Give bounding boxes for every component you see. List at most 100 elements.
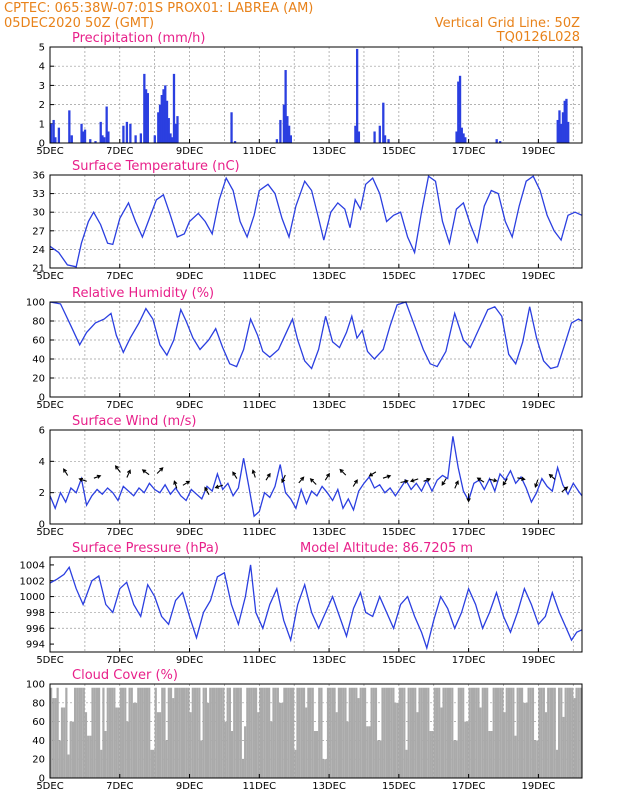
cloud-column bbox=[139, 687, 142, 778]
precip-bar bbox=[139, 133, 143, 143]
cloud-xtick-label: 7DEC bbox=[106, 781, 133, 792]
precip-bar bbox=[383, 135, 387, 143]
cloud-column bbox=[427, 687, 430, 778]
cloud-column bbox=[63, 707, 66, 778]
cloud-column bbox=[501, 687, 504, 778]
precip-bar bbox=[158, 104, 162, 143]
cloud-column bbox=[261, 687, 264, 778]
cloud-column bbox=[536, 740, 539, 778]
wind-vector-arrow bbox=[339, 468, 347, 476]
cloud-column bbox=[562, 716, 565, 778]
temperature-series-line bbox=[49, 175, 583, 268]
precip-bar bbox=[233, 141, 237, 143]
cloud-column bbox=[481, 687, 484, 778]
humidity-panel: 0 20 40 60 80 100 5DEC 7DEC 9DEC 11DEC 13DEC 15DEC 1… bbox=[26, 286, 583, 411]
cloud-column bbox=[425, 687, 428, 778]
cloud-column bbox=[307, 687, 310, 778]
precip-bar bbox=[165, 100, 169, 143]
wind-vector-arrow bbox=[400, 479, 409, 484]
cloud-column bbox=[435, 687, 439, 778]
precip-bar bbox=[68, 110, 71, 143]
cloud-column bbox=[161, 687, 164, 778]
cloud-column bbox=[348, 687, 351, 778]
cloud-column bbox=[263, 687, 266, 778]
temperature-ytick-label: 30 bbox=[32, 208, 45, 219]
cloud-column bbox=[298, 687, 301, 778]
cloud-column bbox=[359, 687, 362, 778]
wind-vector-arrow bbox=[126, 469, 131, 478]
cloud-column bbox=[283, 687, 286, 778]
precip-bar bbox=[373, 131, 376, 143]
wind-panel: 0 2 4 6 5DEC 7DEC 9DEC 11DEC 13DEC 15DEC 17DEC 19DE… bbox=[36, 414, 583, 538]
precip-bar bbox=[176, 116, 179, 143]
pressure-title: Surface Pressure (hPa) bbox=[72, 541, 219, 556]
cloud-column bbox=[326, 687, 330, 778]
cloud-column bbox=[579, 687, 583, 778]
cloud-column bbox=[523, 702, 526, 778]
wind-vector-arrow bbox=[368, 471, 377, 477]
precip-bar bbox=[57, 127, 61, 143]
cloud-column bbox=[272, 687, 275, 778]
cloud-column bbox=[403, 687, 406, 778]
wind-vector-arrow bbox=[204, 486, 210, 495]
precip-bar bbox=[355, 48, 359, 143]
cloud-column bbox=[274, 687, 277, 778]
wind-vector-arrow bbox=[548, 473, 556, 480]
cloud-column bbox=[355, 687, 358, 778]
precip-bar bbox=[101, 135, 104, 143]
pressure-subtitle: Model Altitude: 86.7205 m bbox=[300, 541, 473, 556]
cloud-column bbox=[135, 702, 138, 778]
precip-ytick-label: 2 bbox=[39, 100, 45, 111]
cloud-column bbox=[217, 687, 221, 778]
cloud-column bbox=[459, 687, 463, 778]
precip-bar bbox=[94, 141, 97, 143]
temperature-xtick-label: 17DEC bbox=[452, 271, 486, 282]
precip-bar bbox=[107, 131, 110, 143]
cloud-column bbox=[93, 687, 96, 778]
pressure-xtick-label: 7DEC bbox=[106, 655, 133, 666]
cloud-column bbox=[324, 759, 327, 778]
cloud-column bbox=[241, 759, 245, 778]
cloud-column bbox=[209, 687, 212, 778]
cloud-column bbox=[339, 687, 343, 778]
cloud-column bbox=[442, 687, 445, 778]
wind-xtick-label: 17DEC bbox=[452, 527, 486, 538]
precip-bar bbox=[561, 112, 565, 143]
cloud-ytick-label: 100 bbox=[26, 680, 45, 691]
cloud-column bbox=[252, 687, 255, 778]
cloud-column bbox=[505, 687, 508, 778]
cloud-column bbox=[411, 687, 415, 778]
cloud-column bbox=[174, 687, 177, 778]
cloud-panel: 0 20 40 60 80 100 5DEC 7DEC 9DEC 11DEC 13DEC 15DEC 1… bbox=[26, 668, 583, 792]
wind-vector-arrow bbox=[561, 486, 569, 493]
cloud-column bbox=[374, 687, 378, 778]
wind-xtick-label: 13DEC bbox=[312, 527, 346, 538]
temperature-xtick-label: 7DEC bbox=[106, 271, 133, 282]
precip-bar bbox=[230, 112, 233, 143]
cloud-column bbox=[414, 687, 417, 778]
humidity-series-line bbox=[49, 301, 583, 370]
cloud-column bbox=[409, 687, 412, 778]
precip-bar bbox=[82, 131, 85, 143]
precip-xtick-label: 5DEC bbox=[36, 146, 63, 157]
pressure-ytick-label: 1004 bbox=[20, 560, 45, 571]
wind-vector-arrow bbox=[214, 484, 223, 489]
cloud-column bbox=[244, 726, 247, 778]
cloud-column bbox=[115, 707, 118, 778]
wind-ytick-label: 2 bbox=[39, 488, 45, 499]
cloud-column bbox=[108, 687, 112, 778]
wind-vector-arrow bbox=[441, 478, 447, 486]
cloud-column bbox=[60, 707, 64, 778]
wind-vector-arrow bbox=[156, 467, 164, 474]
cloud-column bbox=[510, 687, 513, 778]
cloud-column bbox=[520, 687, 524, 778]
wind-vector-arrow bbox=[281, 474, 286, 484]
header-model: TQ0126L028 bbox=[496, 30, 580, 45]
wind-vector-arrow bbox=[93, 474, 102, 479]
cloud-column bbox=[446, 687, 450, 778]
cloud-column bbox=[95, 687, 98, 778]
precip-bar bbox=[134, 135, 137, 143]
cloud-column bbox=[50, 687, 53, 778]
precip-ytick-label: 1 bbox=[39, 119, 45, 130]
precip-bar bbox=[172, 73, 176, 143]
